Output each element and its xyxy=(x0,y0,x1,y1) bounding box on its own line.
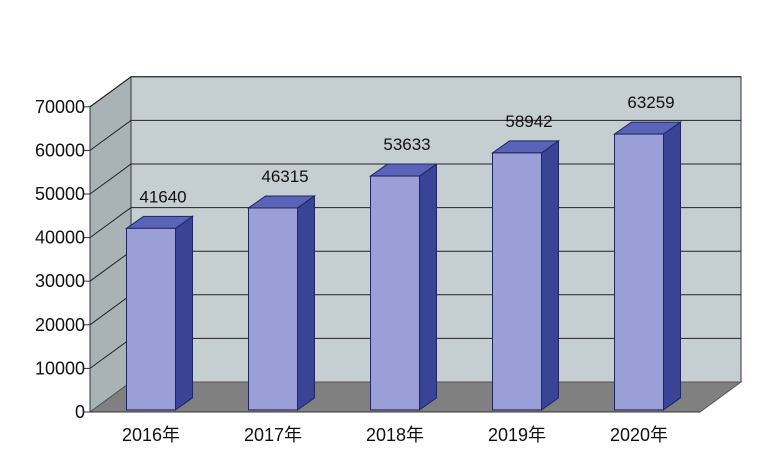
data-label: 46315 xyxy=(261,167,308,186)
data-label: 41640 xyxy=(139,187,186,206)
x-axis-category-labels: 2016年 2017年 2018年 2019年 2020年 xyxy=(122,425,668,445)
bar-side xyxy=(541,139,559,411)
x-category-label: 2017年 xyxy=(244,425,302,445)
gridline xyxy=(89,76,741,108)
bar-2020年 xyxy=(612,121,683,411)
y-tick-label: 20000 xyxy=(35,315,85,335)
bar-2019年 xyxy=(490,139,561,411)
x-category-label: 2018年 xyxy=(366,425,424,445)
bar-side xyxy=(297,195,315,411)
x-category-label: 2020年 xyxy=(610,425,668,445)
data-label: 63259 xyxy=(627,93,674,112)
y-axis-tick-labels: 0 10000 20000 30000 40000 50000 60000 70000 xyxy=(35,97,85,422)
bar-2016年 xyxy=(124,215,195,411)
x-category-label: 2016年 xyxy=(122,425,180,445)
x-category-label: 2019年 xyxy=(488,425,546,445)
bar-front xyxy=(126,227,176,411)
y-tick-label: 70000 xyxy=(35,97,85,117)
bar-2017年 xyxy=(246,195,317,411)
bars xyxy=(124,121,683,411)
bar-front xyxy=(370,175,420,411)
bar-front xyxy=(492,152,542,411)
y-tick-label: 0 xyxy=(75,402,85,422)
y-tick-label: 30000 xyxy=(35,271,85,291)
data-label: 53633 xyxy=(383,135,430,154)
y-tick-label: 10000 xyxy=(35,358,85,378)
data-labels: 41640 46315 53633 58942 63259 xyxy=(139,93,674,206)
bar-side xyxy=(419,163,437,411)
side-wall xyxy=(89,75,132,413)
bar-side xyxy=(663,121,681,411)
gridline xyxy=(89,119,741,151)
bar-2018年 xyxy=(368,163,439,411)
data-label: 58942 xyxy=(505,112,552,131)
y-tick-label: 40000 xyxy=(35,228,85,248)
y-tick-label: 50000 xyxy=(35,184,85,204)
bar-front xyxy=(614,133,664,411)
y-tick-label: 60000 xyxy=(35,140,85,160)
bar-side xyxy=(175,215,193,411)
bar-front xyxy=(248,207,298,411)
